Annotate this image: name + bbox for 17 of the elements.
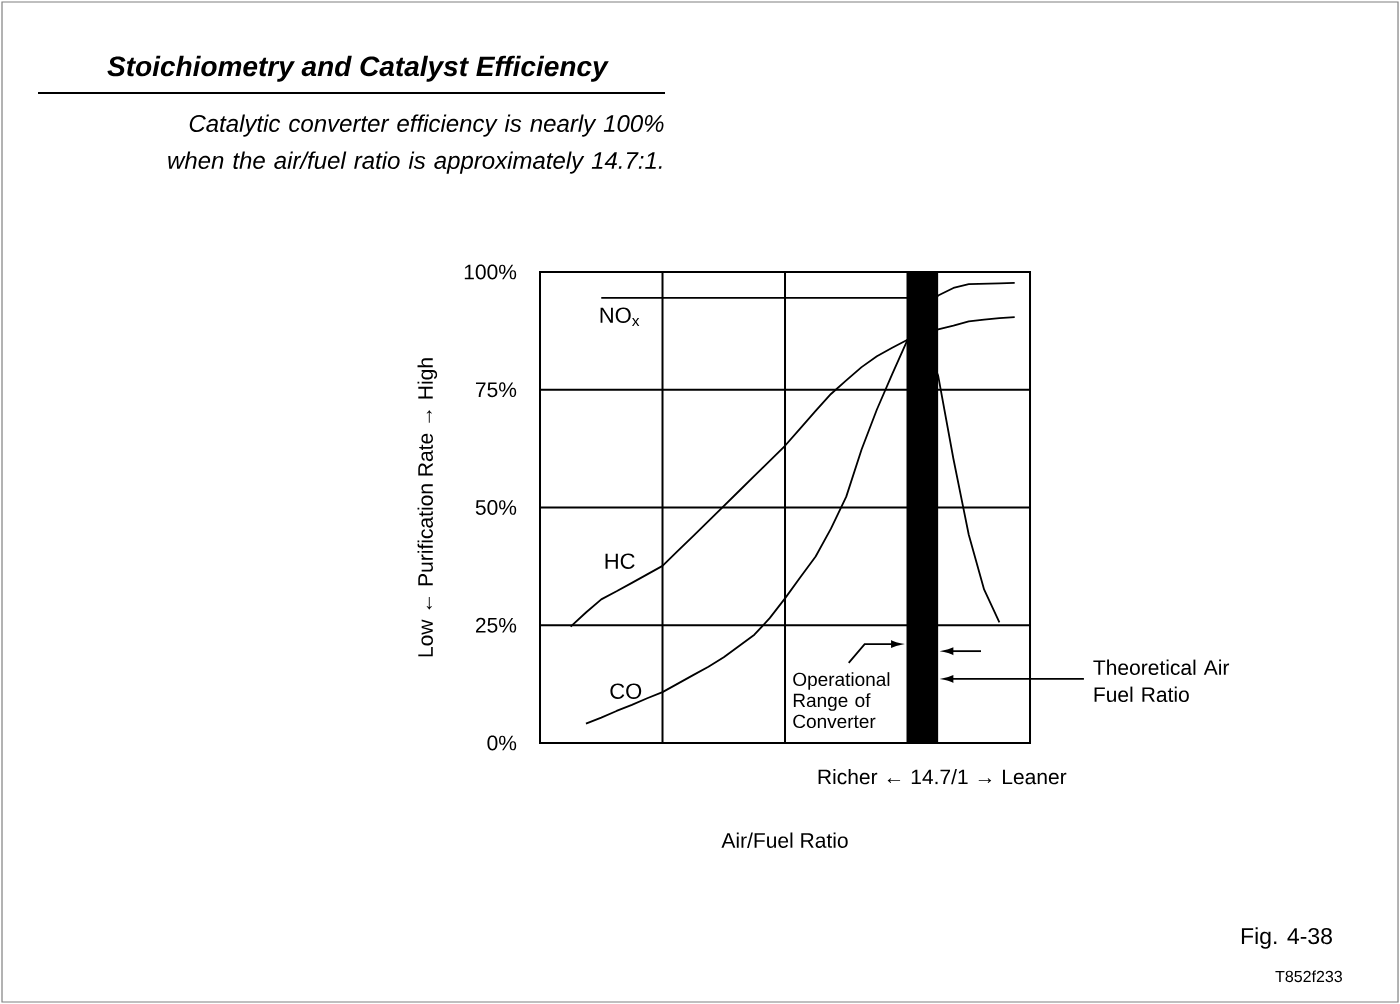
chart-subtitle: Catalytic converter efficiency is nearly 100% when the air/fuel ratio is approximately 14.7:1. [168,114,664,174]
text: Theoretical Air Fuel Ratio [1093,659,1230,703]
y-tick-label: 25% [475,617,517,633]
y-axis-title: Low ← Purification Rate → High [417,358,438,657]
series-label: CO [610,683,642,699]
y-tick-label: 75% [475,382,517,398]
chart-title: Stoichiometry and Catalyst Efficiency [107,55,609,82]
text: T852f233 [1275,970,1342,983]
y-tick-label: 0% [487,735,517,751]
series-label: NO$_{x}$ [600,307,640,327]
y-tick-label: 100% [464,264,517,280]
series-label: HC [605,553,635,569]
annotation: Operational Range of Converter [793,672,890,729]
x-axis-title: Richer ← 14.7/1 → Leaner [818,768,1067,785]
caption: Fig. 4-38 [1241,927,1332,949]
text: Air/Fuel Ratio [721,832,848,848]
y-tick-label: 50% [475,500,517,515]
